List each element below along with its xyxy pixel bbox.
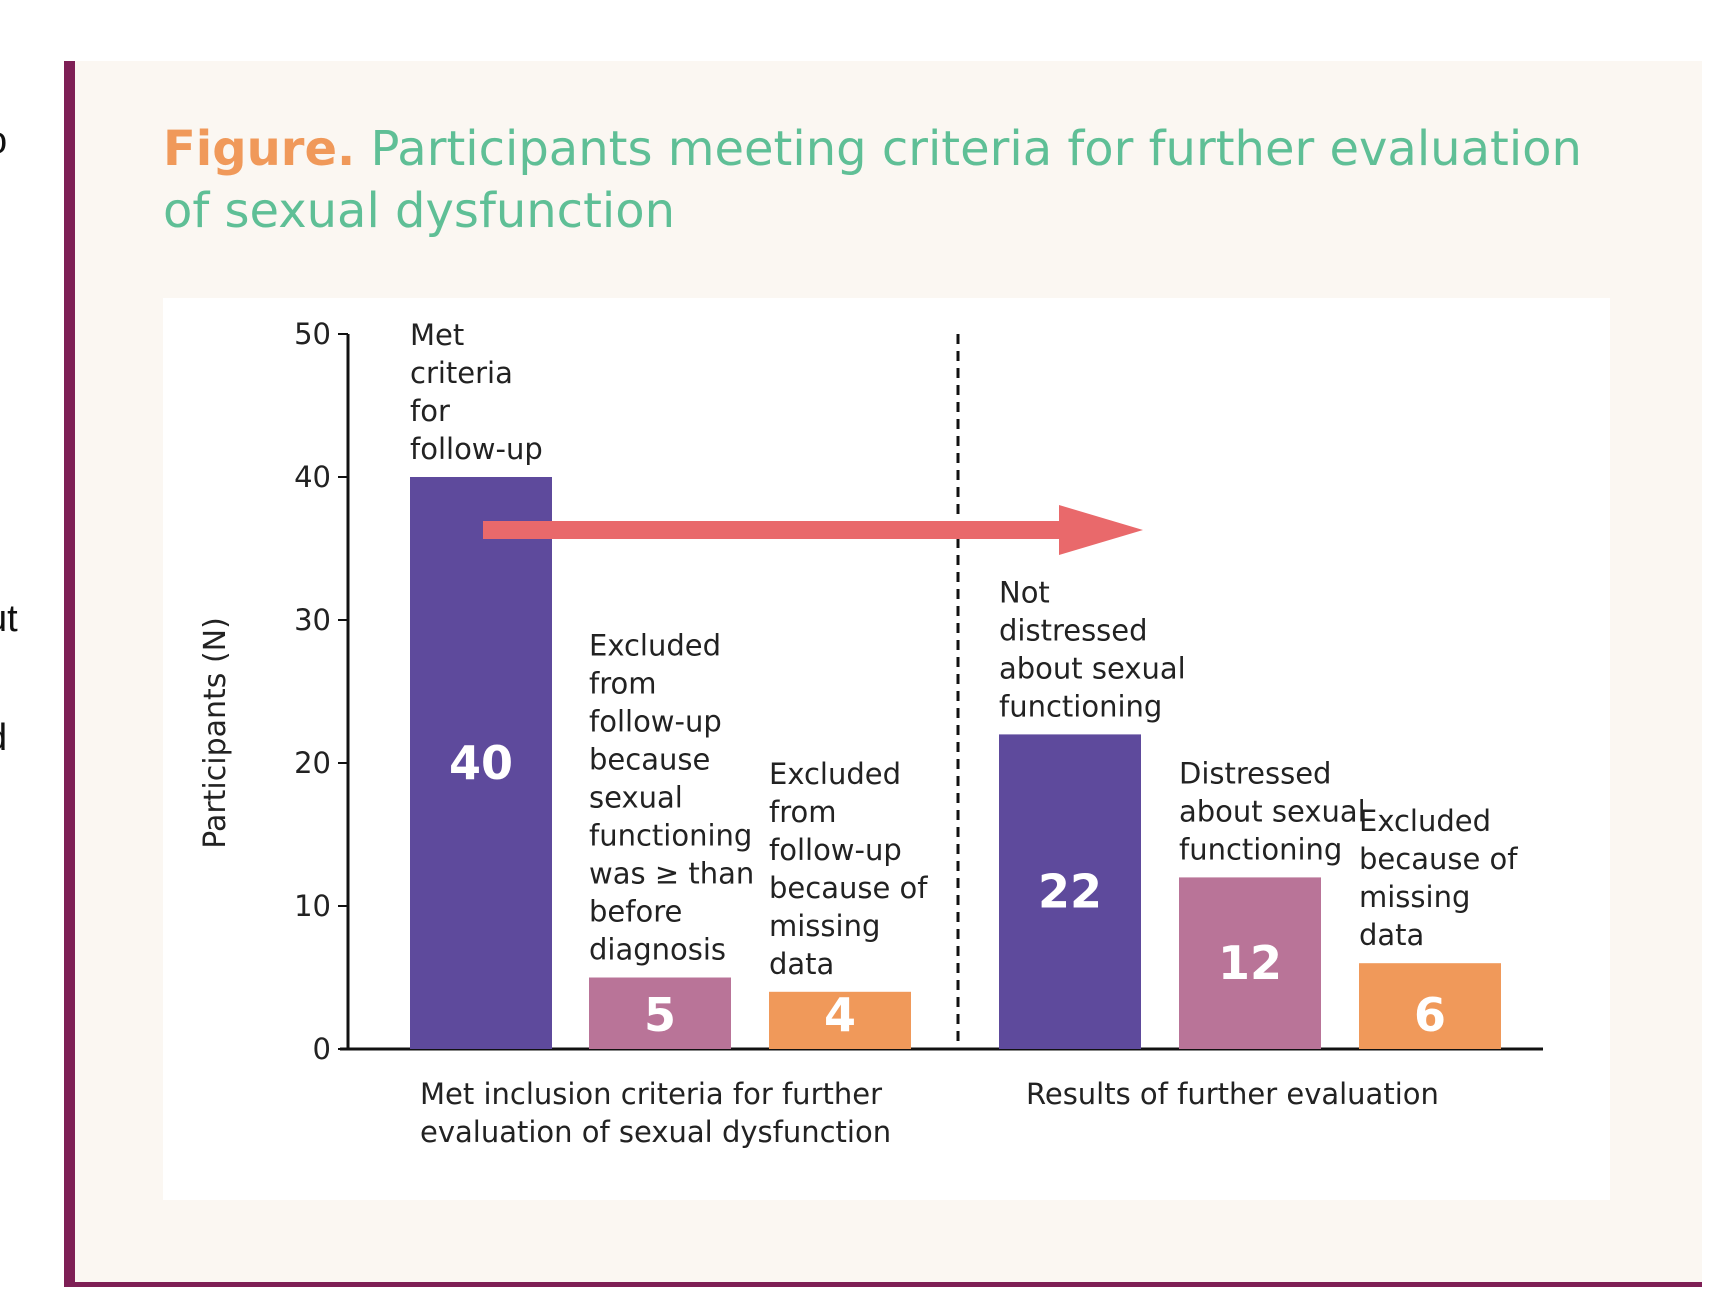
bar-category-label: Not distressed about sexual functioning [999,575,1186,723]
bar-value-label: 12 [1218,936,1282,990]
y-tick-label: 30 [294,603,331,637]
bar-value-label: 40 [449,736,513,790]
y-axis-title: Participants (N) [198,617,233,849]
bar-chart: 0 10 20 30 40 50 Participants (N) 40 Met criteria… [198,317,1543,1149]
bar [999,734,1141,1049]
bar-category-label: Met criteria for follow-up [410,318,543,466]
chart-card: 0 10 20 30 40 50 Participants (N) 40 Met criteria… [163,298,1610,1200]
bar [769,991,911,1049]
group-axis-label: Met inclusion criteria for further evalua… [420,1077,891,1149]
group-axis-label: Results of further evaluation [1026,1077,1439,1111]
bar-category-label: Excluded from follow-up because of missing da… [769,757,928,981]
figure-title-text: Participants meeting criteria for furthe… [163,121,1582,239]
bar-category-label: Distressed about sexual functioning [1179,756,1366,866]
edge-text-fragment: ut [0,598,18,640]
bar [1179,877,1321,1049]
y-tick-label: 20 [294,746,331,780]
flow-arrow-head [1059,505,1143,555]
bar-value-label: 4 [824,988,856,1042]
edge-text-fragment: o [0,120,7,163]
y-tick-label: 0 [313,1032,331,1066]
bar [1359,963,1501,1049]
bar [589,977,731,1049]
edge-text-fragment: d [0,717,7,760]
bar-value-label: 22 [1038,865,1102,919]
y-tick-label: 50 [294,317,331,351]
bar-category-label: Excluded because of missing data [1359,804,1518,952]
bar-value-label: 5 [644,988,676,1042]
y-tick-label: 10 [294,889,331,923]
bar [410,477,552,1049]
y-tick-label: 40 [294,460,331,494]
flow-arrow-shaft [483,521,1063,539]
figure-title: Figure. Participants meeting criteria fo… [163,118,1593,242]
bar-category-label: Excluded from follow-up because sexual functi… [589,629,754,967]
bar-value-label: 6 [1414,988,1446,1042]
figure-label: Figure. [163,121,356,177]
